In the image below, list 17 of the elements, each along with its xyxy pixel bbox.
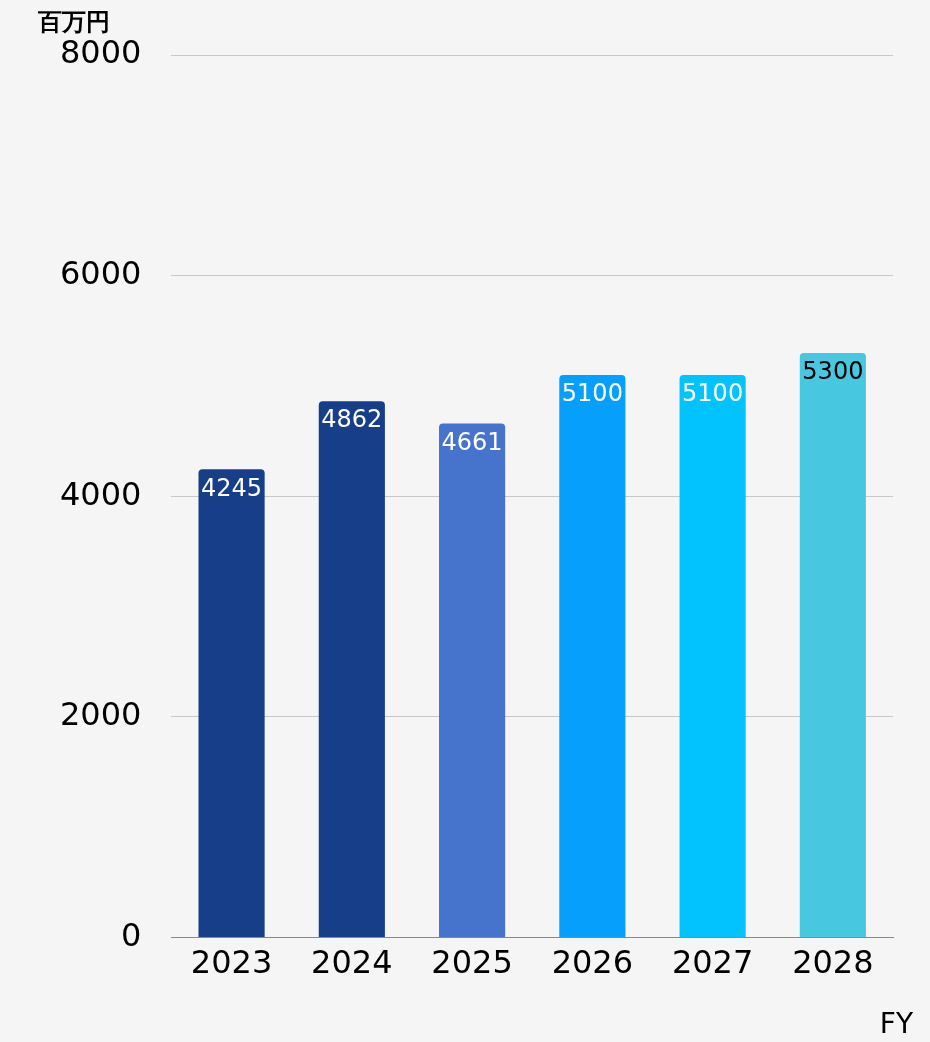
data-label: 4862 — [321, 405, 383, 434]
data-label: 5300 — [802, 357, 864, 386]
y-tick-label: 2000 — [60, 695, 142, 734]
data-label: 4245 — [201, 473, 263, 502]
y-tick-label: 0 — [121, 915, 142, 954]
y-tick-label: 4000 — [60, 474, 142, 513]
x-tick-label: 2028 — [792, 943, 874, 982]
y-tick-label: 6000 — [60, 253, 142, 292]
x-axis-title: FY — [879, 1007, 914, 1041]
data-label: 5100 — [682, 379, 744, 408]
x-tick-label: 2023 — [190, 943, 273, 982]
x-tick-label: 2026 — [551, 943, 634, 982]
x-tick-label: 2027 — [671, 943, 754, 982]
x-tick-label: 2024 — [311, 943, 393, 982]
data-label: 5100 — [561, 379, 623, 408]
data-label: 4661 — [441, 427, 503, 456]
x-tick-label: 2025 — [431, 943, 513, 982]
